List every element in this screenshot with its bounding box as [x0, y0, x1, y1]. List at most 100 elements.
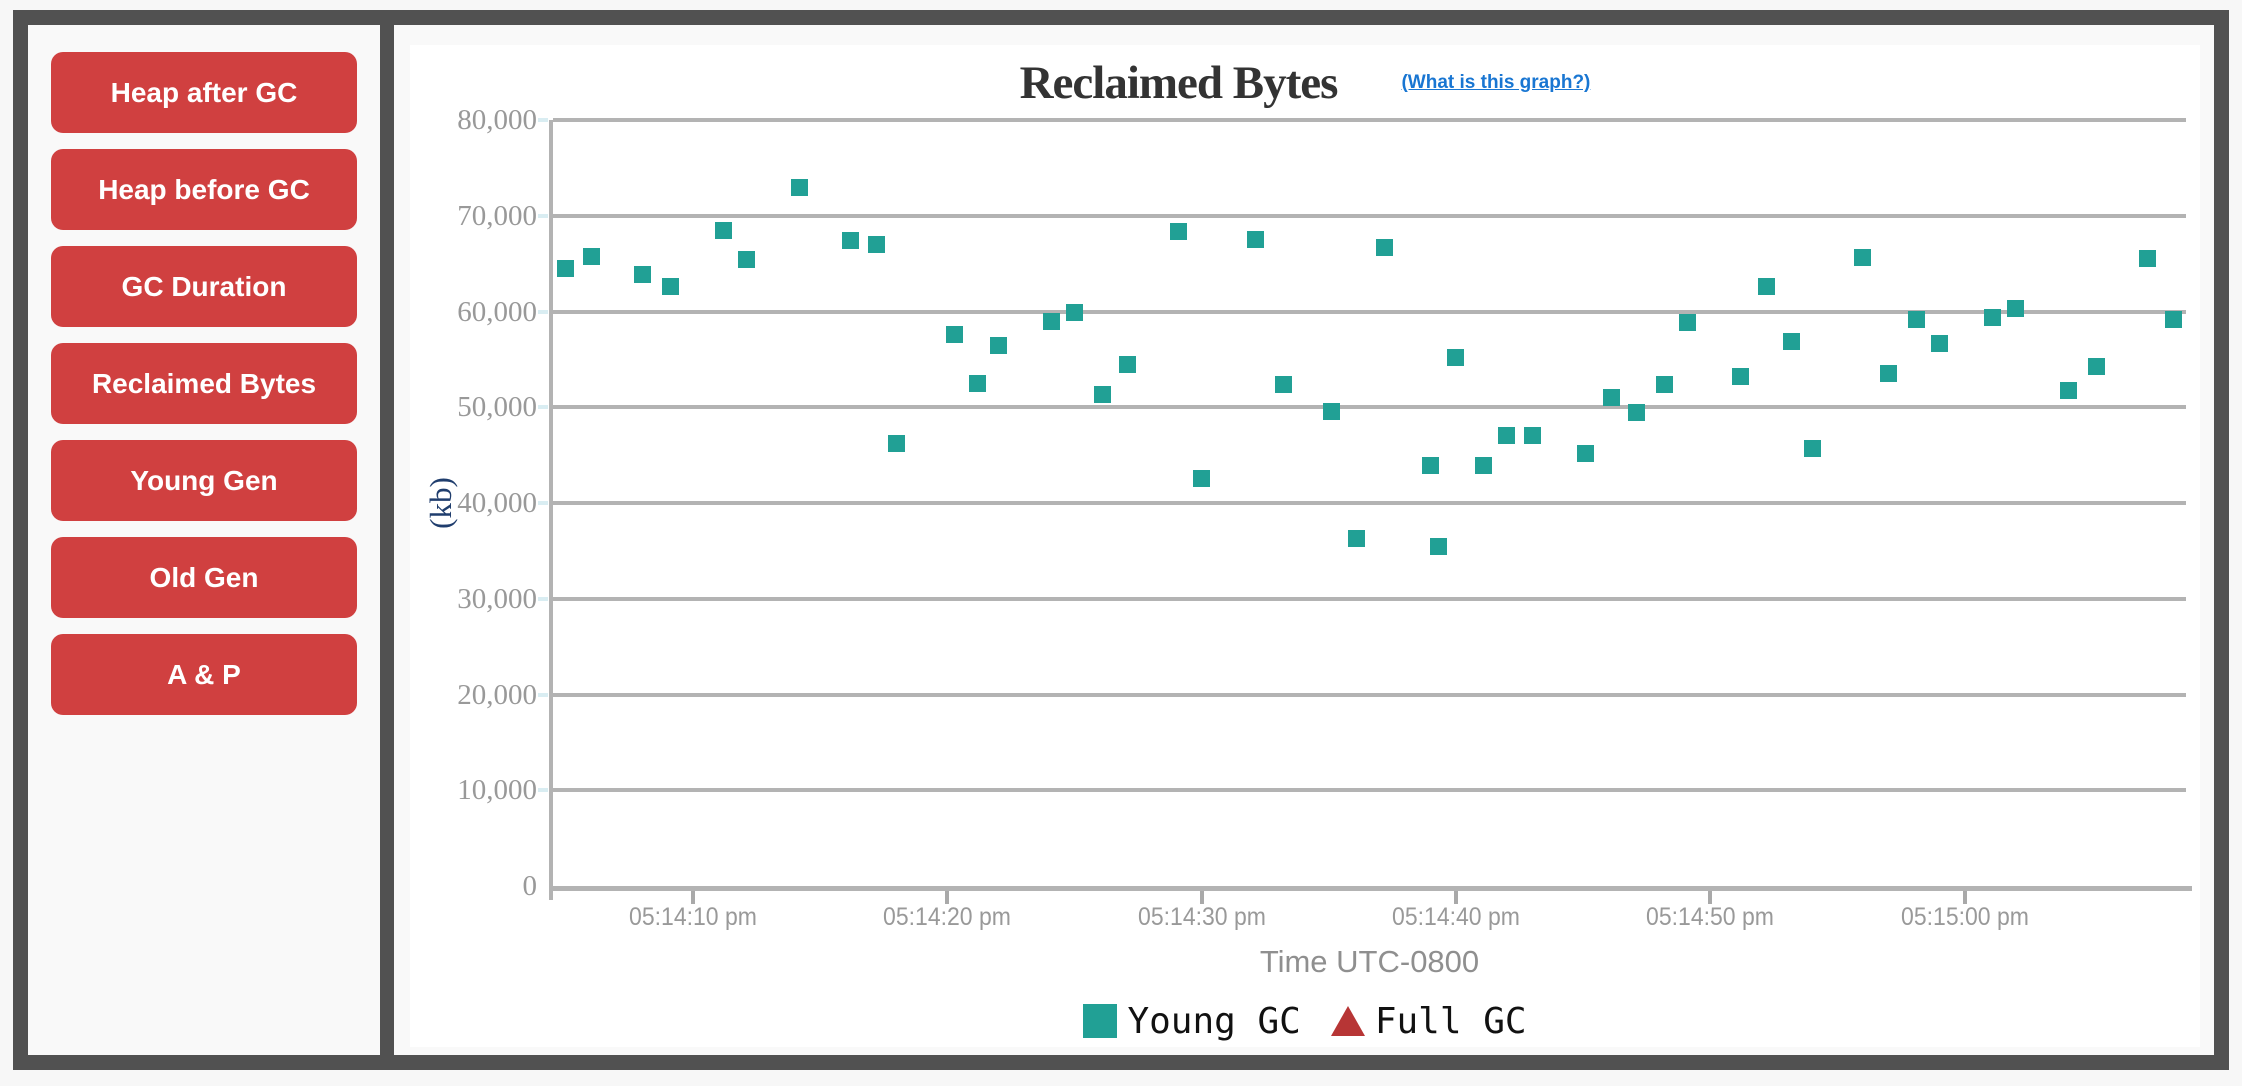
legend-label-full-gc: Full GC	[1374, 1000, 1527, 1042]
data-point-young-gc	[1783, 332, 1801, 350]
data-point-young-gc	[1429, 537, 1447, 555]
gridline-30000	[553, 596, 2186, 601]
data-point-young-gc	[1498, 426, 1516, 444]
y-tick-mark	[538, 309, 548, 314]
data-point-young-gc	[1602, 389, 1620, 407]
data-point-young-gc	[1322, 402, 1340, 420]
y-tick-mark	[538, 118, 548, 122]
data-point-young-gc	[1475, 457, 1493, 475]
y-tick-label: 60,000	[457, 295, 537, 328]
data-point-young-gc	[1376, 238, 1394, 256]
sidebar-button-young-gen[interactable]: Young Gen	[51, 440, 357, 521]
x-tick-mark	[1453, 891, 1458, 904]
sidebar-button-a-p[interactable]: A & P	[51, 634, 357, 715]
data-point-young-gc	[1043, 312, 1061, 330]
sidebar-button-reclaimed-bytes[interactable]: Reclaimed Bytes	[51, 343, 357, 424]
data-point-young-gc	[582, 248, 600, 266]
data-point-young-gc	[1803, 439, 1821, 457]
chart-card: Reclaimed Bytes (What is this graph?) (k…	[410, 45, 2200, 1047]
sidebar-button-old-gen[interactable]: Old Gen	[51, 537, 357, 618]
legend: Young GC Full GC	[410, 999, 2200, 1043]
sidebar-button-gc-duration[interactable]: GC Duration	[51, 246, 357, 327]
x-tick-label: 05:14:10 pm	[628, 903, 757, 931]
data-point-young-gc	[1879, 365, 1897, 383]
data-point-young-gc	[2007, 300, 2025, 318]
x-tick-mark	[1962, 891, 1967, 904]
data-point-young-gc	[1274, 375, 1292, 393]
data-point-young-gc	[1757, 278, 1775, 296]
data-point-young-gc	[887, 435, 905, 453]
gridline-10000	[553, 788, 2186, 793]
data-point-young-gc	[2088, 357, 2106, 375]
data-point-young-gc	[557, 259, 575, 277]
y-tick-mark	[538, 788, 548, 793]
y-tick-mark	[538, 501, 548, 505]
x-axis-title: Time UTC-0800	[1259, 944, 1480, 979]
data-point-young-gc	[1656, 375, 1674, 393]
data-point-young-gc	[842, 232, 860, 250]
chart-panel: Reclaimed Bytes (What is this graph?) (k…	[394, 25, 2214, 1055]
data-point-young-gc	[1065, 303, 1083, 321]
data-point-young-gc	[1170, 222, 1188, 240]
y-tick-mark	[538, 596, 548, 601]
y-tick-label: 80,000	[457, 104, 537, 136]
chart-header: Reclaimed Bytes (What is this graph?)	[410, 49, 2200, 117]
data-point-young-gc	[1193, 469, 1211, 487]
data-point-young-gc	[1907, 310, 1925, 328]
x-axis-line	[549, 886, 2192, 891]
data-point-young-gc	[1930, 334, 1948, 352]
sidebar-button-heap-before-gc[interactable]: Heap before GC	[51, 149, 357, 230]
data-point-young-gc	[1678, 314, 1696, 332]
data-point-young-gc	[737, 251, 755, 269]
gridline-40000	[553, 501, 2186, 505]
x-tick-mark	[945, 891, 950, 904]
y-tick-label: 30,000	[457, 582, 537, 615]
x-tick-mark	[690, 891, 695, 904]
what-is-this-graph-link[interactable]: (What is this graph?)	[1401, 72, 1591, 93]
full-gc-triangle-icon	[1330, 1006, 1365, 1036]
x-tick-mark	[1708, 891, 1713, 904]
data-point-young-gc	[1984, 308, 2002, 326]
gridline-60000	[553, 309, 2186, 314]
data-point-young-gc	[1854, 249, 1872, 267]
data-point-young-gc	[661, 278, 679, 296]
y-tick-label: 50,000	[457, 391, 537, 424]
y-tick-label: 70,000	[457, 199, 537, 232]
data-point-young-gc	[989, 337, 1007, 355]
sidebar-button-heap-after-gc[interactable]: Heap after GC	[51, 52, 357, 133]
gridline-20000	[553, 692, 2186, 697]
sidebar: Heap after GC Heap before GC GC Duration Re…	[28, 25, 380, 1055]
y-tick-label: 40,000	[457, 487, 537, 519]
data-point-young-gc	[1523, 426, 1541, 444]
app-frame: Heap after GC Heap before GC GC Duration Re…	[13, 10, 2229, 1070]
gridline-70000	[553, 213, 2186, 218]
data-point-young-gc	[1732, 368, 1750, 386]
data-point-young-gc	[2139, 250, 2157, 268]
x-tick-label: 05:14:30 pm	[1137, 903, 1266, 931]
data-point-young-gc	[1093, 386, 1111, 404]
gridline-50000	[553, 405, 2186, 410]
data-point-young-gc	[1577, 444, 1595, 462]
data-point-young-gc	[946, 325, 964, 343]
data-point-young-gc	[791, 179, 809, 197]
x-tick-label: 05:14:40 pm	[1392, 903, 1520, 931]
data-point-young-gc	[2164, 310, 2182, 328]
y-tick-mark	[538, 692, 548, 697]
data-point-young-gc	[1628, 404, 1646, 422]
data-point-young-gc	[867, 235, 885, 253]
legend-label-young-gc: Young GC	[1127, 1000, 1301, 1042]
y-tick-label: 0	[522, 870, 538, 902]
data-point-young-gc	[1246, 231, 1264, 249]
y-tick-mark	[538, 405, 548, 410]
data-point-young-gc	[1447, 348, 1465, 366]
data-point-young-gc	[633, 265, 651, 283]
data-point-young-gc	[714, 221, 732, 239]
data-point-young-gc	[1119, 355, 1137, 373]
legend-entry-young-gc: Young GC	[1083, 1000, 1301, 1042]
young-gc-square-icon	[1083, 1004, 1118, 1038]
plot-area: (kb) Time UTC-0800 80,000 70,000 60,000 50,…	[423, 105, 2192, 979]
data-point-young-gc	[1422, 457, 1440, 475]
x-tick-label: 05:15:00 pm	[1900, 903, 2029, 931]
y-tick-label: 20,000	[457, 678, 537, 711]
y-tick-mark	[538, 213, 548, 218]
